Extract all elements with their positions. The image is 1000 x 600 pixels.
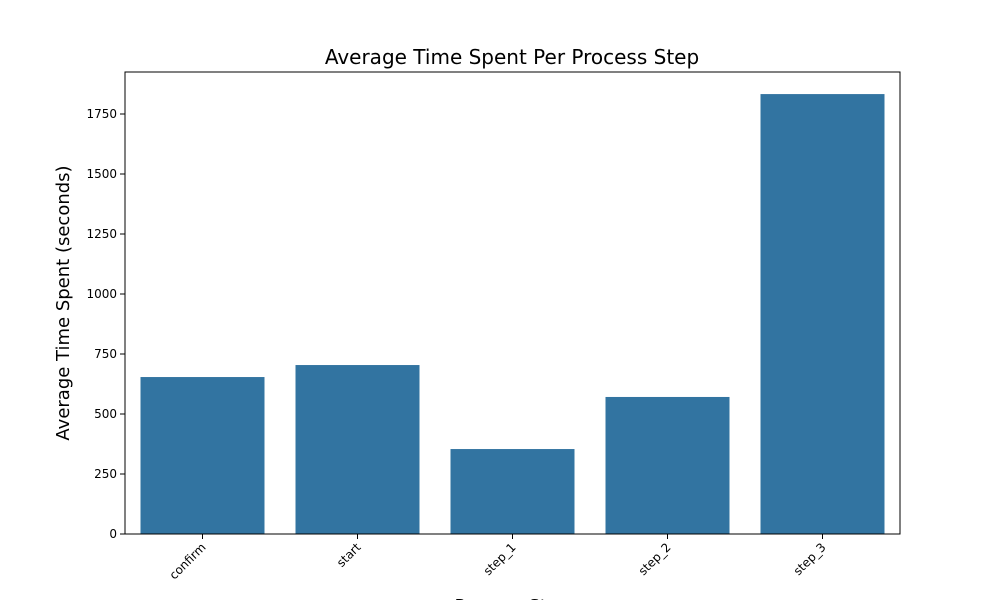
x-tick-label: start xyxy=(334,540,364,570)
plot-frame xyxy=(124,71,901,535)
x-tick-label: confirm xyxy=(167,540,209,582)
y-tick-label: 1250 xyxy=(86,227,117,241)
x-tick-label: step_2 xyxy=(636,540,674,578)
chart-title: Average Time Spent Per Process Step xyxy=(325,45,699,69)
bar xyxy=(605,396,730,534)
x-tick-label: step_3 xyxy=(791,540,829,578)
y-tick-label: 1000 xyxy=(86,287,117,301)
y-tick-label: 750 xyxy=(94,347,117,361)
bar xyxy=(450,449,575,534)
bar xyxy=(295,365,420,534)
bar xyxy=(140,377,265,534)
x-tick-label: step_1 xyxy=(481,540,519,578)
bar xyxy=(760,94,885,534)
x-axis-label: Process Step xyxy=(455,596,570,600)
y-axis-label: Average Time Spent (seconds) xyxy=(53,165,74,440)
y-tick-label: 500 xyxy=(94,407,117,421)
y-tick-label: 250 xyxy=(94,467,117,481)
y-tick-label: 1500 xyxy=(86,167,117,181)
y-tick-label: 0 xyxy=(109,527,117,541)
y-tick-label: 1750 xyxy=(86,107,117,121)
